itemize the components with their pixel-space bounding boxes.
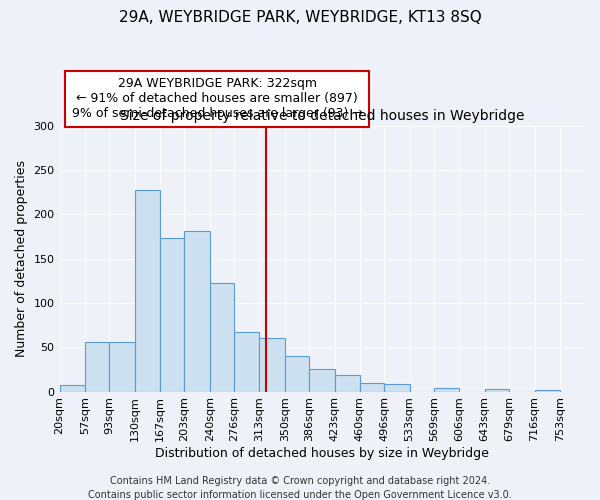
Bar bbox=[360, 382, 385, 392]
Bar bbox=[535, 390, 560, 392]
Bar bbox=[285, 356, 310, 392]
Bar bbox=[184, 231, 209, 392]
Bar bbox=[134, 190, 160, 392]
Bar bbox=[259, 338, 285, 392]
Text: 29A, WEYBRIDGE PARK, WEYBRIDGE, KT13 8SQ: 29A, WEYBRIDGE PARK, WEYBRIDGE, KT13 8SQ bbox=[119, 10, 481, 25]
Y-axis label: Number of detached properties: Number of detached properties bbox=[15, 160, 28, 357]
Bar bbox=[85, 342, 109, 392]
Bar bbox=[434, 388, 460, 392]
Bar bbox=[485, 389, 509, 392]
Bar bbox=[109, 342, 134, 392]
Bar bbox=[385, 384, 410, 392]
Bar bbox=[335, 374, 360, 392]
Bar bbox=[160, 238, 184, 392]
Title: Size of property relative to detached houses in Weybridge: Size of property relative to detached ho… bbox=[120, 109, 524, 123]
Text: 29A WEYBRIDGE PARK: 322sqm
← 91% of detached houses are smaller (897)
9% of semi: 29A WEYBRIDGE PARK: 322sqm ← 91% of deta… bbox=[72, 78, 362, 120]
X-axis label: Distribution of detached houses by size in Weybridge: Distribution of detached houses by size … bbox=[155, 447, 489, 460]
Bar bbox=[234, 332, 259, 392]
Bar bbox=[310, 370, 335, 392]
Text: Contains HM Land Registry data © Crown copyright and database right 2024.
Contai: Contains HM Land Registry data © Crown c… bbox=[88, 476, 512, 500]
Bar bbox=[59, 386, 85, 392]
Bar bbox=[209, 284, 234, 392]
